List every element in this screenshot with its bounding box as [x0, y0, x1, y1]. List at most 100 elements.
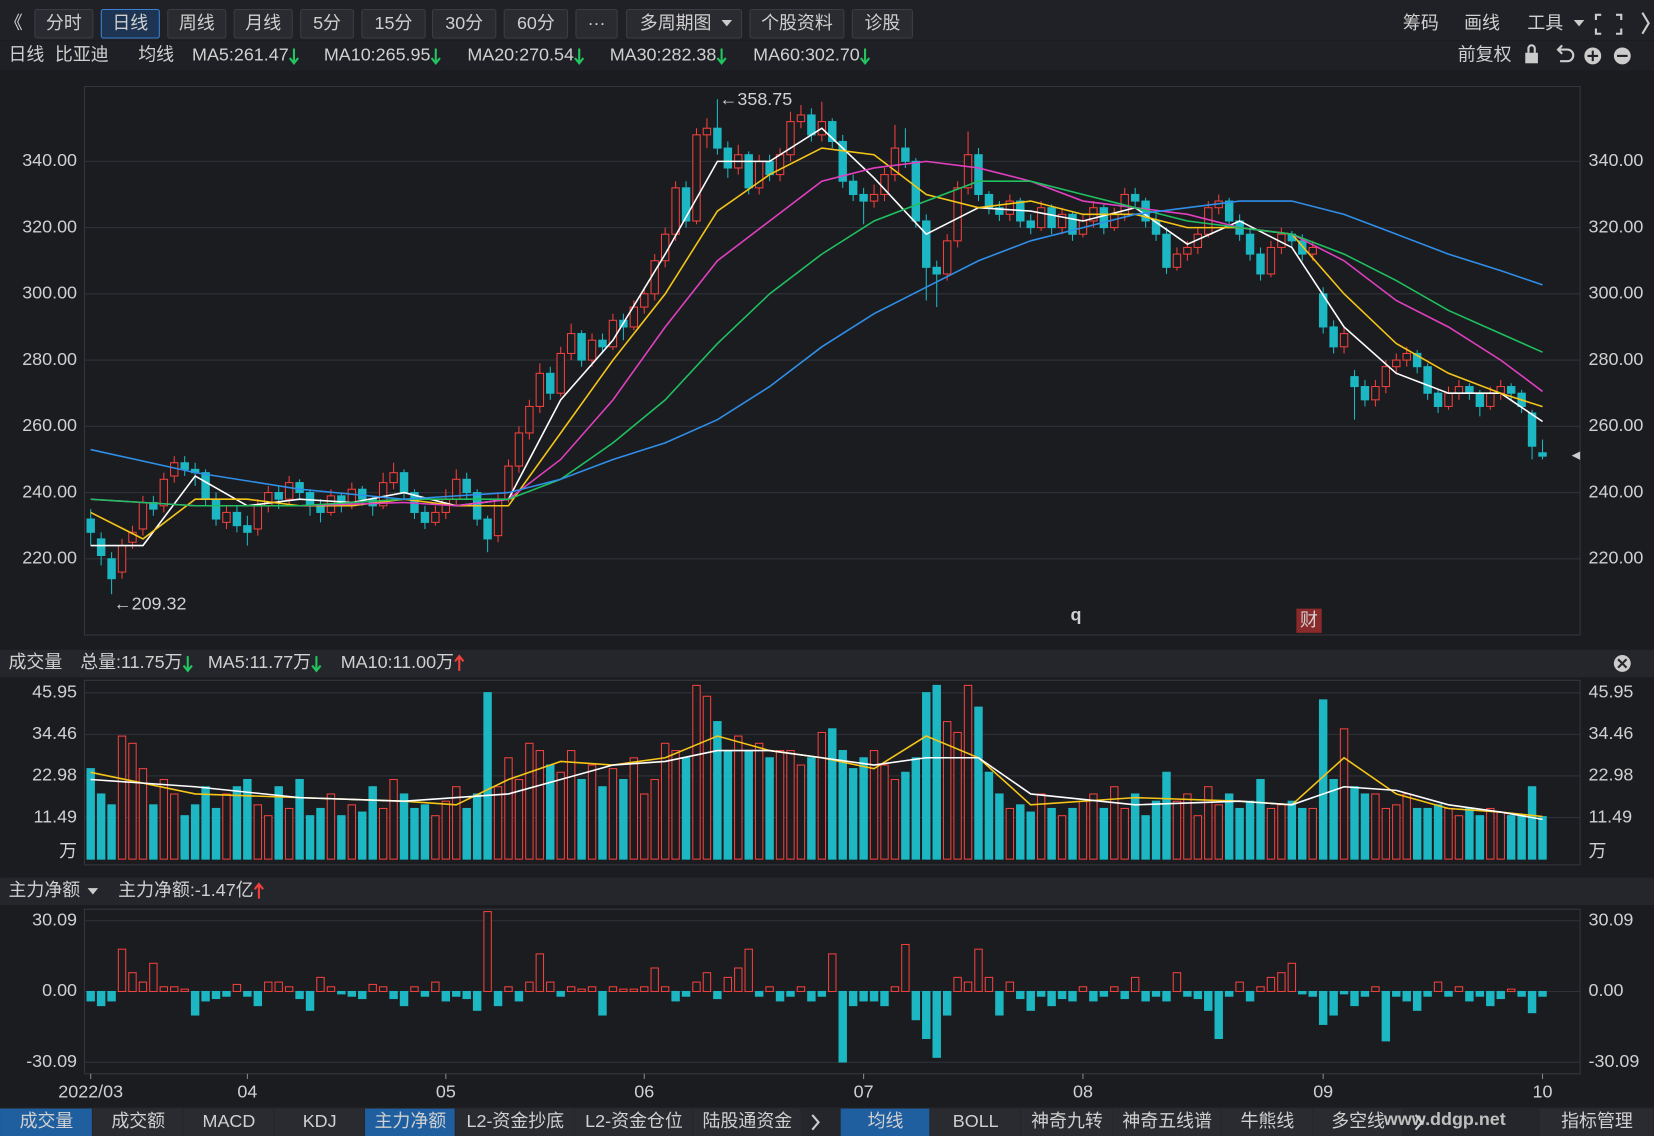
toolbar-label[interactable]: 《 — [5, 13, 23, 33]
toolbar-label[interactable]: 日线 — [112, 13, 148, 33]
tab[interactable] — [1540, 1108, 1653, 1136]
volume-bar — [264, 815, 273, 860]
volume-bar — [389, 778, 398, 860]
flow-bar — [337, 990, 346, 995]
tab-label[interactable]: BOLL — [953, 1111, 999, 1131]
tab[interactable] — [183, 1108, 274, 1136]
toolbar-button[interactable] — [300, 8, 354, 39]
tab[interactable] — [1313, 1108, 1402, 1136]
toolbar-button[interactable] — [100, 8, 160, 39]
tab[interactable] — [840, 1108, 930, 1136]
toolbar-label[interactable]: 诊股 — [864, 13, 900, 33]
tab[interactable] — [930, 1108, 1021, 1136]
toolbar-right-label[interactable]: 画线 — [1464, 13, 1500, 33]
flow-bar — [754, 990, 764, 997]
flow-bar — [692, 981, 701, 993]
y-tick-label-left: 0.00 — [42, 980, 77, 1000]
toolbar-button[interactable] — [575, 8, 618, 39]
toolbar-label[interactable]: 15分 — [375, 13, 413, 33]
toolbar-button[interactable] — [749, 8, 845, 39]
volume-bar — [650, 778, 659, 860]
volume-bar — [963, 684, 973, 860]
tab[interactable] — [1112, 1108, 1221, 1136]
volume-bar — [201, 786, 210, 860]
candle-body — [901, 147, 910, 162]
tab[interactable] — [455, 1108, 574, 1136]
toolbar-button[interactable] — [167, 8, 227, 39]
tab-scroll[interactable] — [811, 1114, 820, 1131]
tab-label[interactable]: MACD — [203, 1111, 256, 1131]
flow-bar — [149, 962, 158, 993]
flow-bar — [1256, 986, 1265, 993]
toolbar-button[interactable] — [233, 8, 293, 39]
tab-label[interactable]: 成交量 — [20, 1111, 74, 1131]
flow-bar — [1381, 990, 1391, 1042]
candle-body — [378, 482, 388, 507]
toolbar-label[interactable]: 30分 — [445, 13, 483, 33]
toolbar-label[interactable]: 个股资料 — [761, 13, 833, 33]
ma-line — [90, 200, 1543, 501]
toolbar-label[interactable]: 5分 — [313, 13, 341, 33]
tab-label[interactable]: 多空线 — [1331, 1111, 1385, 1131]
tab-label[interactable]: 指标管理 — [1561, 1111, 1633, 1131]
up-arrow — [454, 654, 465, 671]
legend-label: MA5:261.47 — [192, 45, 289, 65]
toolbar-button[interactable] — [626, 8, 743, 39]
tab-scroll[interactable] — [1414, 1114, 1424, 1131]
tab-label[interactable]: L2-资金仓位 — [585, 1111, 683, 1131]
volume-bar — [1392, 804, 1401, 860]
toolbar-button[interactable] — [361, 8, 426, 39]
toolbar-button[interactable] — [34, 8, 94, 39]
tab-label[interactable]: KDJ — [303, 1111, 337, 1131]
tab-label[interactable]: 陆股通资金 — [703, 1111, 793, 1131]
candle-body — [1057, 213, 1067, 229]
volume-bar — [734, 735, 743, 860]
toolbar-label[interactable]: 多周期图 — [640, 13, 712, 33]
tab-label[interactable]: 神奇五线谱 — [1122, 1111, 1212, 1131]
tab[interactable] — [274, 1108, 364, 1136]
volume-bar — [525, 742, 534, 860]
tab[interactable] — [92, 1108, 183, 1136]
volume-bar — [1224, 793, 1234, 860]
flow-bar — [577, 988, 586, 993]
flow-bar — [316, 976, 325, 993]
undo-icon[interactable] — [1556, 44, 1575, 63]
volume-bar — [587, 764, 597, 860]
toolbar-button[interactable] — [851, 8, 913, 39]
flow-bar — [1099, 990, 1109, 997]
toolbar-right-label[interactable]: 筹码 — [1403, 13, 1439, 33]
toolbar-label[interactable]: 分时 — [46, 13, 82, 33]
volume-bar — [232, 786, 242, 860]
flow-bar — [1235, 981, 1244, 993]
tab-label[interactable]: 牛熊线 — [1240, 1111, 1294, 1131]
tab[interactable] — [0, 1108, 92, 1136]
flow-bar — [201, 990, 210, 1002]
flow-bar — [1444, 990, 1453, 997]
toolbar-label[interactable]: 月线 — [245, 13, 281, 33]
toolbar-label[interactable]: 60分 — [517, 13, 555, 33]
y-tick-label-right: 0.00 — [1589, 980, 1624, 1000]
tab[interactable] — [1021, 1108, 1112, 1136]
candle-body — [723, 147, 733, 169]
tab-label[interactable]: 成交额 — [111, 1111, 165, 1131]
tab[interactable] — [1221, 1108, 1313, 1136]
toolbar-label[interactable]: ··· — [588, 13, 606, 33]
tab-label[interactable]: L2-资金抄底 — [467, 1111, 565, 1131]
candle-body — [1475, 392, 1485, 407]
y-tick-label-left: 280.00 — [22, 349, 77, 369]
toolbar-label[interactable]: 周线 — [179, 13, 215, 33]
tab-label[interactable]: 主力净额 — [375, 1111, 447, 1131]
tab-label[interactable]: 均线 — [868, 1111, 904, 1131]
toolbar-right-label[interactable]: 工具 — [1527, 13, 1563, 33]
tab[interactable] — [365, 1108, 455, 1136]
panel-title[interactable]: 主力净额 — [8, 880, 80, 900]
volume-bar — [1099, 807, 1109, 860]
toolbar-button[interactable] — [431, 8, 497, 39]
flow-bar — [1298, 990, 1307, 995]
toolbar-button[interactable] — [503, 8, 569, 39]
tab-label[interactable]: 神奇九转 — [1031, 1111, 1103, 1131]
flow-bar — [1120, 990, 1129, 1000]
tab[interactable] — [693, 1108, 801, 1136]
flow-bar — [922, 990, 931, 1040]
tab[interactable] — [574, 1108, 692, 1136]
